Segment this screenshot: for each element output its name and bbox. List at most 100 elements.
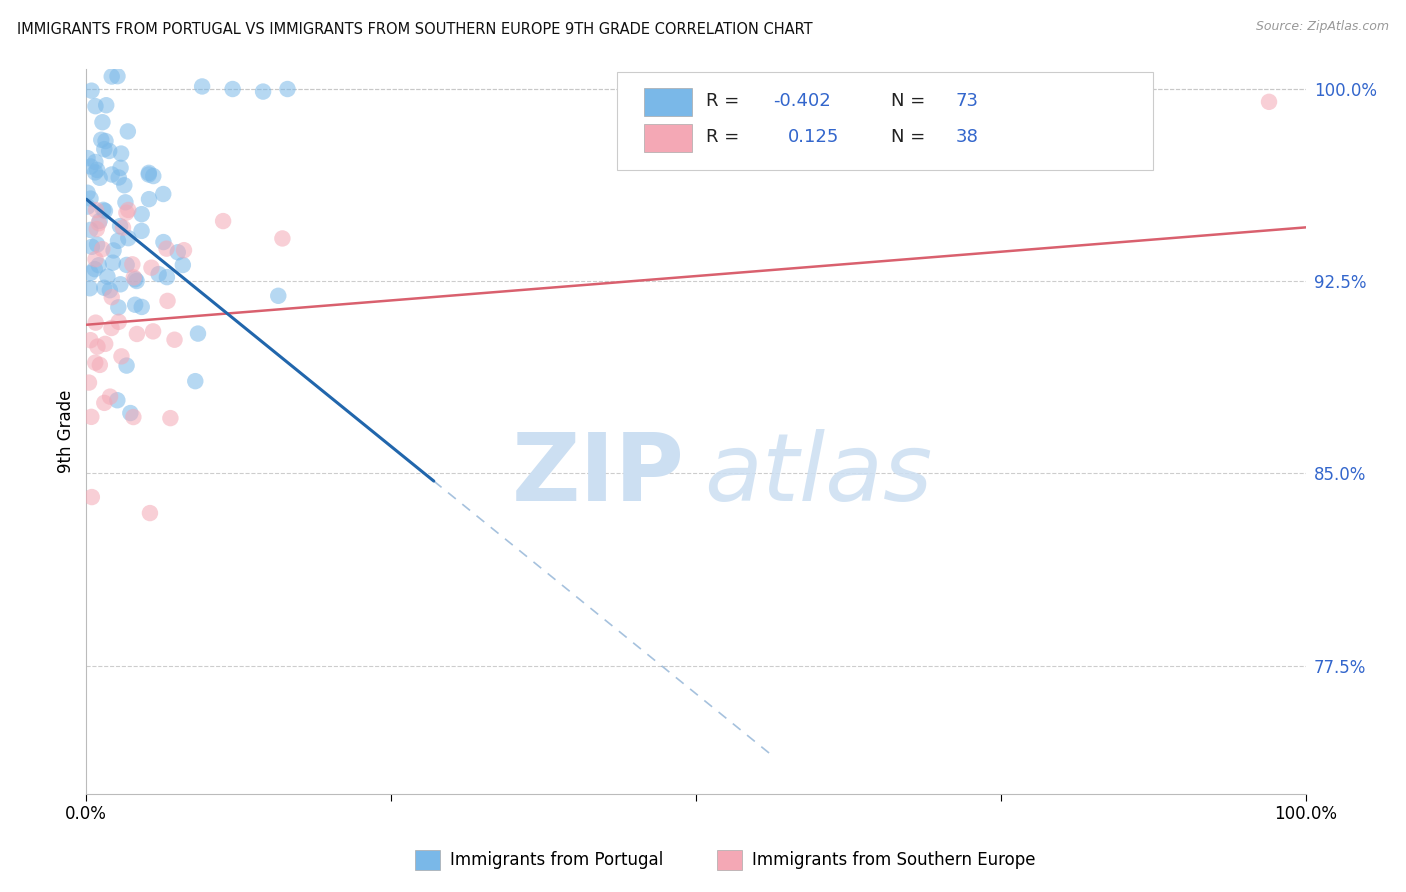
Point <box>86 222 108 236</box>
Point <box>252 85 274 99</box>
Text: ZIP: ZIP <box>512 429 685 521</box>
Point <box>122 270 145 285</box>
Point <box>156 270 179 285</box>
FancyBboxPatch shape <box>617 72 1153 170</box>
FancyBboxPatch shape <box>644 124 692 152</box>
Point <box>91 202 114 217</box>
Point <box>131 224 153 238</box>
Text: -0.402: -0.402 <box>773 92 831 110</box>
Point <box>76 200 98 214</box>
Point <box>115 205 138 219</box>
Text: N =: N = <box>891 128 931 146</box>
Point <box>107 315 129 329</box>
Point <box>187 326 209 341</box>
Point <box>184 374 207 388</box>
Point <box>159 411 181 425</box>
Point <box>80 240 103 254</box>
Point <box>117 231 139 245</box>
Point <box>86 163 108 178</box>
Point <box>84 356 107 370</box>
Point <box>107 301 129 315</box>
Point <box>101 255 124 269</box>
Point <box>125 274 148 288</box>
Point <box>110 350 132 364</box>
Point <box>124 272 146 286</box>
Point <box>148 267 170 281</box>
Point <box>110 277 132 292</box>
Point <box>98 283 121 297</box>
Point <box>93 142 115 156</box>
Point <box>138 166 160 180</box>
Point <box>163 333 186 347</box>
Point <box>94 134 117 148</box>
Point <box>100 321 122 335</box>
Point <box>120 406 142 420</box>
Point <box>79 266 101 280</box>
Point <box>271 231 294 245</box>
Point <box>111 220 134 235</box>
Point <box>90 133 112 147</box>
Point <box>173 243 195 257</box>
Point <box>122 410 145 425</box>
Point <box>98 144 121 158</box>
Point <box>89 358 111 372</box>
Point <box>79 192 101 206</box>
Point <box>112 178 135 193</box>
Point <box>267 289 290 303</box>
Point <box>96 269 118 284</box>
Point <box>155 242 177 256</box>
Point <box>172 258 194 272</box>
Point <box>77 376 100 390</box>
Text: R =: R = <box>706 128 745 146</box>
Point <box>121 257 143 271</box>
Point <box>87 258 110 272</box>
Point <box>94 203 117 218</box>
Point <box>98 390 121 404</box>
Point <box>79 223 101 237</box>
Y-axis label: 9th Grade: 9th Grade <box>58 390 75 473</box>
Point <box>84 155 107 169</box>
Point <box>100 290 122 304</box>
Text: R =: R = <box>706 92 745 110</box>
Point <box>76 186 98 200</box>
Point <box>84 316 107 330</box>
Text: 73: 73 <box>956 92 979 110</box>
Point <box>93 396 115 410</box>
Point <box>91 242 114 256</box>
Point <box>80 84 103 98</box>
Point <box>87 216 110 230</box>
Point <box>84 165 107 179</box>
Point <box>166 245 188 260</box>
Point <box>139 506 162 520</box>
Point <box>142 324 165 338</box>
Point <box>115 258 138 272</box>
Point <box>110 146 132 161</box>
Point <box>124 298 146 312</box>
Point <box>125 326 148 341</box>
Point <box>142 169 165 183</box>
Point <box>107 170 129 185</box>
Point <box>117 202 139 217</box>
Text: 0.125: 0.125 <box>787 128 839 146</box>
Point <box>117 124 139 138</box>
Text: Immigrants from Southern Europe: Immigrants from Southern Europe <box>752 851 1036 869</box>
Text: Immigrants from Portugal: Immigrants from Portugal <box>450 851 664 869</box>
Point <box>212 214 235 228</box>
Point <box>105 393 128 408</box>
Point <box>83 262 105 277</box>
Point <box>96 98 118 112</box>
Point <box>86 237 108 252</box>
Point <box>108 219 131 234</box>
Point <box>100 168 122 182</box>
Point <box>89 170 111 185</box>
Text: 38: 38 <box>956 128 979 146</box>
Point <box>84 203 107 218</box>
Point <box>89 214 111 228</box>
Point <box>131 300 153 314</box>
Point <box>156 293 179 308</box>
Point <box>107 69 129 83</box>
Point <box>141 260 163 275</box>
Point <box>114 195 136 210</box>
Point <box>221 82 243 96</box>
Point <box>131 207 153 221</box>
